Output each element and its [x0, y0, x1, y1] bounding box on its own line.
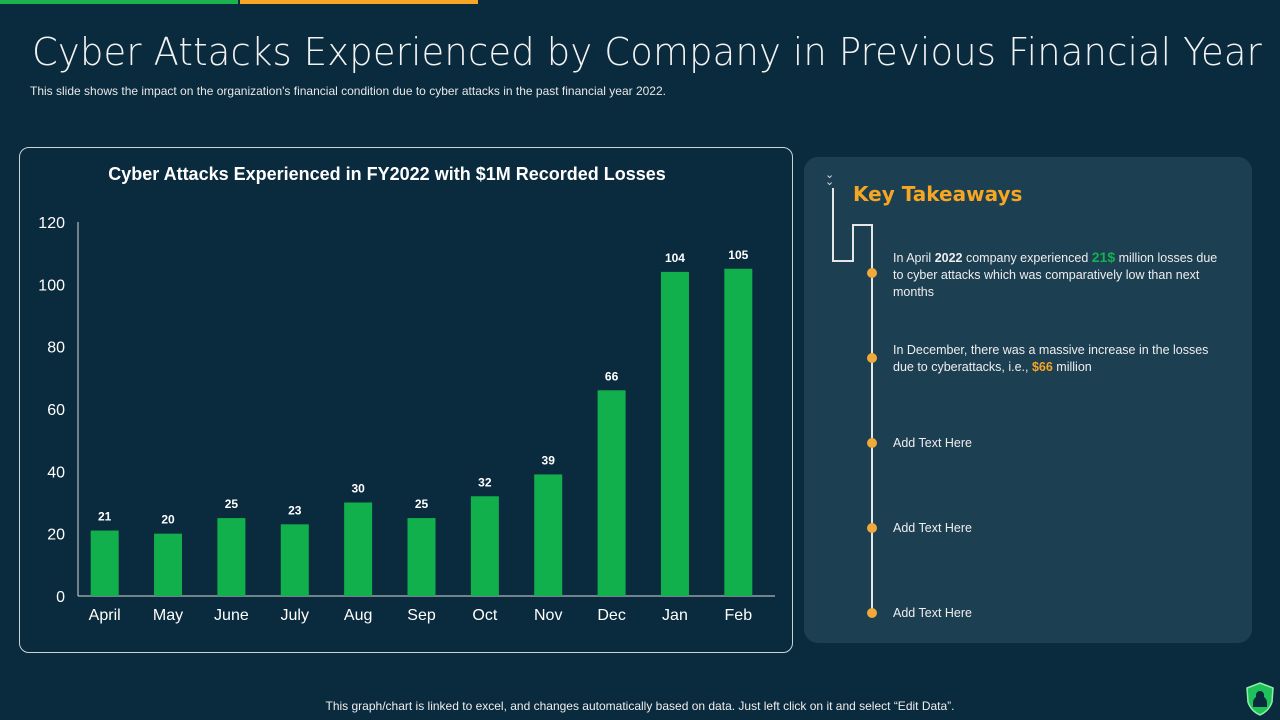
x-tick-label: April — [89, 607, 121, 624]
bar-oct — [470, 496, 499, 596]
page-subtitle: This slide shows the impact on the organ… — [30, 84, 666, 98]
x-tick-label: Jan — [662, 607, 688, 624]
data-label: 20 — [161, 513, 175, 527]
shield-lock-icon — [1246, 682, 1274, 716]
bar-sep — [407, 518, 436, 596]
double-chevron-down-icon: ⌄ ⌄ — [825, 169, 835, 188]
data-label: 25 — [415, 497, 429, 511]
x-tick-label: June — [214, 607, 249, 624]
y-tick-label: 0 — [56, 589, 65, 606]
bar-aug — [344, 502, 373, 596]
y-tick-label: 60 — [47, 402, 65, 419]
x-tick-label: May — [153, 607, 183, 624]
key-takeaways-panel — [804, 157, 1252, 643]
timeline-line — [832, 260, 854, 262]
takeaway-item[interactable]: Add Text Here — [893, 606, 972, 620]
footer-note: This graph/chart is linked to excel, and… — [325, 699, 955, 713]
bar-nov — [534, 474, 563, 596]
takeaway-item[interactable]: Add Text Here — [893, 521, 972, 535]
timeline-line — [832, 188, 834, 262]
timeline-dot — [867, 523, 877, 533]
x-tick-label: Sep — [407, 607, 436, 624]
data-label: 32 — [478, 475, 492, 489]
data-label: 66 — [605, 369, 619, 383]
timeline-dot — [867, 438, 877, 448]
data-label: 25 — [225, 497, 239, 511]
bar-june — [217, 518, 246, 596]
data-label: 21 — [98, 510, 112, 524]
takeaway-item: In April 2022 company experienced 21$ mi… — [893, 249, 1218, 299]
bar-dec — [597, 390, 626, 596]
x-tick-label: July — [281, 607, 309, 624]
data-label: 23 — [288, 503, 302, 517]
x-tick-label: Aug — [344, 607, 372, 624]
timeline-dot — [867, 608, 877, 618]
takeaway-item: In December, there was a massive increas… — [893, 343, 1209, 374]
y-tick-label: 120 — [38, 215, 65, 232]
key-takeaways-heading: Key Takeaways — [853, 182, 1023, 206]
x-tick-label: Nov — [534, 607, 562, 624]
data-label: 105 — [728, 248, 748, 262]
bar-may — [154, 533, 183, 596]
bar-chart: 0 20 40 60 80 100 120 21 April 20 May 25 June 23 July 3… — [38, 215, 775, 624]
bar-feb — [724, 268, 753, 596]
timeline-line — [871, 224, 873, 614]
data-label: 104 — [665, 251, 685, 265]
timeline-dot — [867, 268, 877, 278]
y-tick-label: 40 — [47, 464, 65, 481]
bar-april — [90, 530, 119, 596]
chart-title: Cyber Attacks Experienced in FY2022 with… — [108, 164, 666, 184]
data-label: 39 — [542, 453, 556, 467]
y-tick-label: 100 — [38, 277, 65, 294]
timeline-dot — [867, 353, 877, 363]
timeline-line — [852, 224, 873, 226]
accent-bar-green — [0, 0, 238, 4]
x-tick-label: Oct — [472, 607, 497, 624]
page-title: Cyber Attacks Experienced by Company in … — [32, 30, 1262, 74]
y-tick-label: 20 — [47, 527, 65, 544]
chart-container[interactable] — [19, 147, 793, 653]
y-tick-label: 80 — [47, 340, 65, 357]
timeline-line — [852, 224, 854, 262]
bar-july — [280, 524, 309, 596]
takeaway-item[interactable]: Add Text Here — [893, 436, 972, 450]
data-label: 30 — [351, 482, 365, 496]
x-tick-label: Dec — [597, 607, 625, 624]
bar-jan — [660, 271, 689, 596]
accent-bar-orange — [240, 0, 478, 4]
x-tick-label: Feb — [725, 607, 753, 624]
